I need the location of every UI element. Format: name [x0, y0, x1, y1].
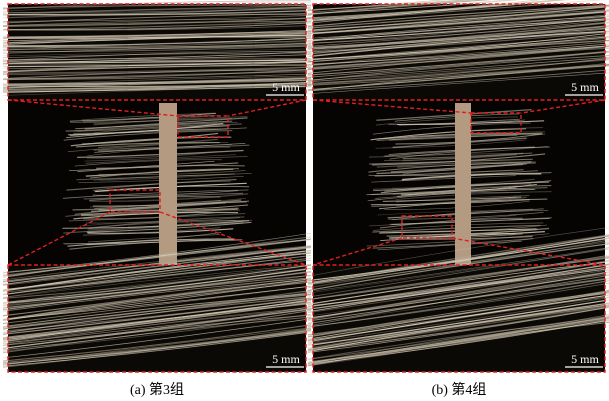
caption: (b) 第4组 — [432, 381, 487, 398]
scale-label: 5 mm — [571, 352, 599, 366]
scale-label: 5 mm — [571, 80, 599, 94]
figure: 5 mm 5 mm (a) 第3组 5 mm 5 mm (b) 第4组 — [0, 0, 609, 401]
scale-label: 5 mm — [272, 80, 300, 94]
caption: (a) 第3组 — [130, 381, 184, 398]
specimen-strip — [159, 103, 177, 265]
scale-label: 5 mm — [272, 352, 300, 366]
figure-canvas: 5 mm 5 mm (a) 第3组 5 mm 5 mm (b) 第4组 — [0, 0, 609, 401]
